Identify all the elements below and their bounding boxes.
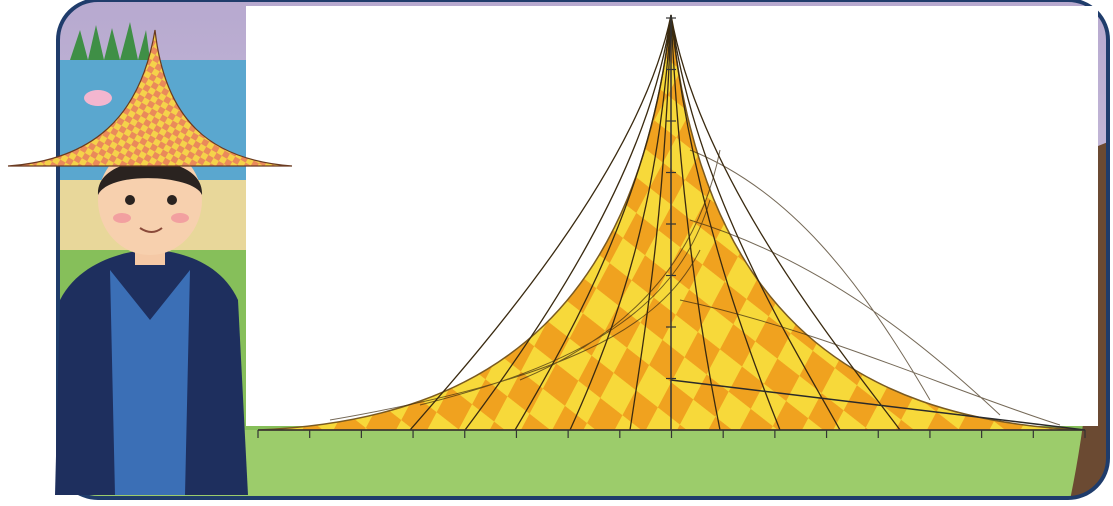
- mouth: [139, 227, 163, 233]
- small-hat: [7, 29, 293, 167]
- hat-seams: [409, 14, 901, 431]
- inner-robe: [110, 270, 190, 495]
- cheek: [171, 213, 189, 223]
- cheek: [113, 213, 131, 223]
- reeds: [70, 22, 150, 60]
- boy: [7, 29, 293, 495]
- axes: [257, 15, 1086, 438]
- hat-rings: [329, 149, 1061, 426]
- right-eye: [167, 195, 177, 205]
- hair: [97, 161, 203, 195]
- frame-border: [56, 0, 1110, 500]
- hat-edge: [670, 379, 1086, 431]
- left-eye: [125, 195, 135, 205]
- lotus: [84, 90, 112, 106]
- tree-trunk: [1070, 140, 1108, 498]
